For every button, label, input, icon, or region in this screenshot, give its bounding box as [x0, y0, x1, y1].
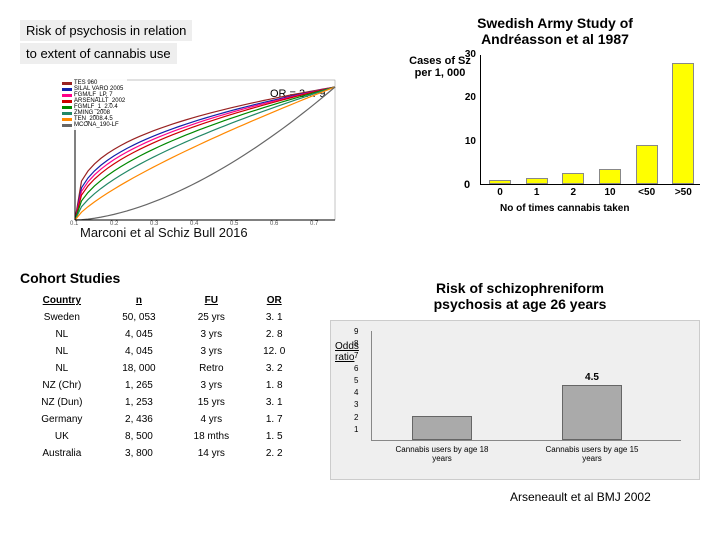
- sas-bar: [636, 145, 658, 184]
- risk-psychosis-panel: Risk of psychosis in relation to extent …: [20, 20, 380, 66]
- table-row: Australia3, 80014 yrs2. 2: [20, 445, 300, 462]
- panel-title-line2: to extent of cannabis use: [20, 43, 177, 64]
- marconi-citation: Marconi et al Schiz Bull 2016: [80, 225, 248, 240]
- cohort-header: OR: [248, 292, 300, 309]
- sas-title-1: Swedish Army Study of: [400, 15, 710, 31]
- svg-text:0.6: 0.6: [270, 221, 279, 227]
- table-row: UK8, 50018 mths1. 5: [20, 428, 300, 445]
- legend: TES 960SILAL VARO 2005FGM/LF_LP, 7ARSENA…: [60, 78, 127, 130]
- mini-chart: Oddsratio 123456789Cannabis users by age…: [330, 320, 700, 480]
- mc-bar: [412, 416, 472, 440]
- table-row: NL18, 000Retro3. 2: [20, 360, 300, 377]
- mc-bar: [562, 385, 622, 440]
- svg-text:0.7: 0.7: [310, 221, 319, 227]
- cohort-panel: Cohort Studies CountrynFUOR Sweden50, 05…: [20, 270, 300, 462]
- sas-bar: [526, 178, 548, 185]
- table-row: NZ (Chr)1, 2653 yrs1. 8: [20, 377, 300, 394]
- swedish-army-panel: Swedish Army Study of Andréasson et al 1…: [400, 15, 710, 205]
- mc-plot: 123456789Cannabis users by age 18 years4…: [371, 331, 681, 441]
- sas-bar: [562, 173, 584, 184]
- arseneault-citation: Arseneault et al BMJ 2002: [510, 490, 651, 504]
- risk-sz-panel: Risk of schizophreniformpsychosis at age…: [330, 280, 710, 320]
- sas-title-2: Andréasson et al 1987: [400, 31, 710, 47]
- panel-title-line1: Risk of psychosis in relation: [20, 20, 192, 41]
- table-row: NZ (Dun)1, 25315 yrs3. 1: [20, 394, 300, 411]
- table-row: NL4, 0453 yrs12. 0: [20, 343, 300, 360]
- sas-bar: [672, 63, 694, 184]
- sas-bar-area: 30201001210<50>50: [480, 55, 700, 185]
- cohort-header: Country: [20, 292, 104, 309]
- sas-bar: [489, 180, 511, 184]
- table-row: Germany2, 4364 yrs1. 7: [20, 411, 300, 428]
- sas-xlabel: No of times cannabis taken: [500, 203, 629, 214]
- risk-title: Risk of schizophreniformpsychosis at age…: [330, 280, 710, 312]
- table-row: Sweden50, 05325 yrs3. 1: [20, 309, 300, 326]
- cohort-title: Cohort Studies: [20, 270, 300, 286]
- cohort-table: CountrynFUOR Sweden50, 05325 yrs3. 1NL4,…: [20, 292, 300, 462]
- sas-bar-chart: Cases of Szper 1, 000 0 30201001210<50>5…: [400, 55, 710, 205]
- table-row: NL4, 0453 yrs2. 8: [20, 326, 300, 343]
- sas-zero: 0: [464, 179, 470, 191]
- svg-text:0.1: 0.1: [70, 221, 79, 227]
- cohort-header: n: [104, 292, 174, 309]
- sas-bar: [599, 169, 621, 184]
- cohort-header: FU: [174, 292, 248, 309]
